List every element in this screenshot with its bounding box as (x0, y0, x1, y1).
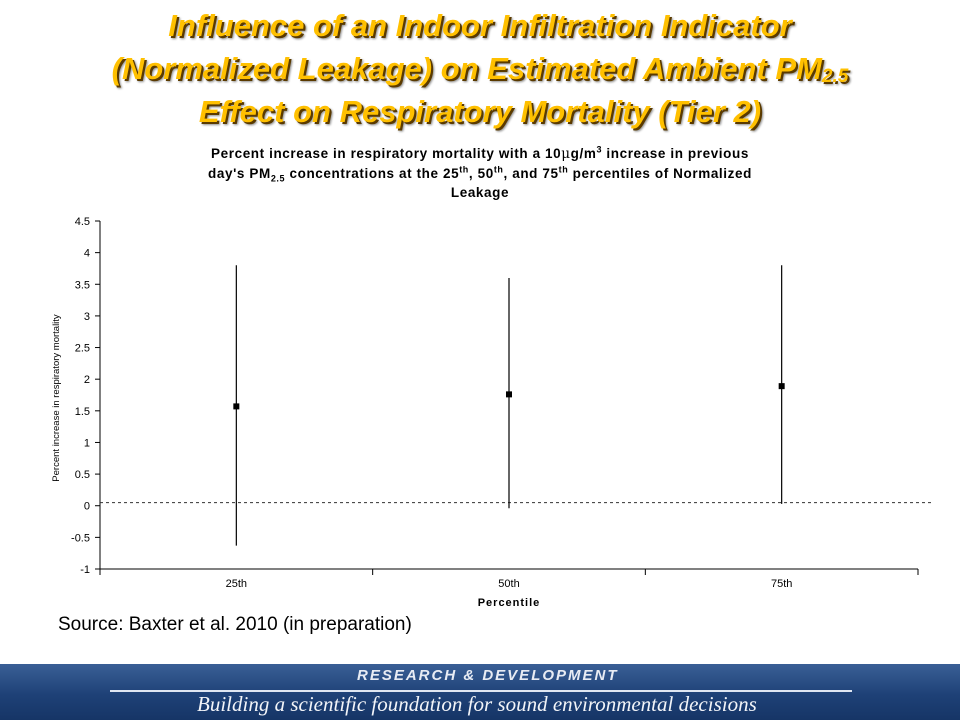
y-tick-label: -0.5 (71, 532, 90, 544)
point-estimate (778, 383, 785, 390)
x-axis-title: Percentile (478, 597, 541, 609)
x-tick-label: 75th (771, 578, 792, 590)
x-tick-label: 25th (226, 578, 247, 590)
chart-title-sup3: th (558, 164, 569, 175)
point-estimate (506, 391, 512, 398)
y-tick-label: 0.5 (75, 469, 90, 481)
y-tick-label: 0 (84, 501, 90, 513)
chart-title-unit: g/m (570, 146, 597, 161)
y-tick-label: 3.5 (75, 279, 90, 291)
slide-title-line3: Effect on Respiratory Mortality (Tier 2) (198, 94, 762, 129)
chart-title-line1-pre: Percent increase in respiratory mortalit… (211, 146, 562, 161)
point-estimate (233, 403, 240, 410)
chart-title-sup1: th (459, 164, 469, 175)
source-note: Source: Baxter et al. 2010 (in preparati… (58, 614, 412, 635)
footer-heading: RESEARCH & DEVELOPMENT (357, 667, 619, 684)
chart-title-line2-b: concentrations at the 25 (285, 166, 460, 181)
y-tick-label: 4 (84, 248, 90, 260)
x-tick-label: 50th (498, 578, 519, 590)
y-tick-label: 4.5 (75, 216, 90, 228)
chart-title-line2-a: day's PM (208, 166, 271, 181)
chart-title-line2-d: , and 75 (503, 166, 559, 181)
footer-banner: RESEARCH & DEVELOPMENT Building a scient… (0, 664, 960, 720)
slide-title-line1: Influence of an Indoor Infiltration Indi… (168, 8, 792, 43)
y-axis-title: Percent increase in respiratory mortalit… (51, 314, 62, 482)
y-tick-label: 1.5 (75, 406, 90, 418)
chart-title-line1-post: increase in previous (602, 146, 749, 161)
chart-title-line2-c: , 50 (468, 166, 494, 181)
slide-title-line2-subscript: 2.5 (821, 66, 849, 87)
chart-title-line2: day's PM2.5 concentrations at the 25th, … (120, 164, 840, 183)
chart-title: Percent increase in respiratory mortalit… (120, 144, 840, 202)
y-tick-label: 3 (84, 311, 90, 323)
chart-title-line2-sub: 2.5 (270, 173, 286, 184)
slide-title-line2-text: (Normalized Leakage) on Estimated Ambien… (111, 51, 822, 86)
chart-title-sup2: th (493, 164, 504, 175)
chart-plot: -1 -0.5 0 0.5 1 1.5 2 2.5 3 3.5 4 4.5 25th 50th 75th Pe… (51, 216, 934, 609)
y-tick-label: 2 (84, 374, 90, 386)
slide-title: Influence of an Indoor Infiltration Indi… (0, 4, 960, 133)
footer-divider (110, 690, 852, 692)
chart-title-line2-e: percentiles of Normalized (568, 166, 752, 181)
slide-title-line2: (Normalized Leakage) on Estimated Ambien… (0, 47, 960, 90)
chart-title-line1: Percent increase in respiratory mortalit… (120, 144, 840, 164)
chart-title-mu: μ (561, 146, 571, 162)
y-tick-label: -1 (80, 564, 90, 576)
y-tick-label: 1 (84, 437, 90, 449)
y-tick-label: 2.5 (75, 343, 90, 355)
footer-tagline: Building a scientific foundation for sou… (197, 692, 757, 716)
chart-title-sup: 3 (596, 144, 603, 155)
chart-title-line3: Leakage (450, 185, 510, 200)
